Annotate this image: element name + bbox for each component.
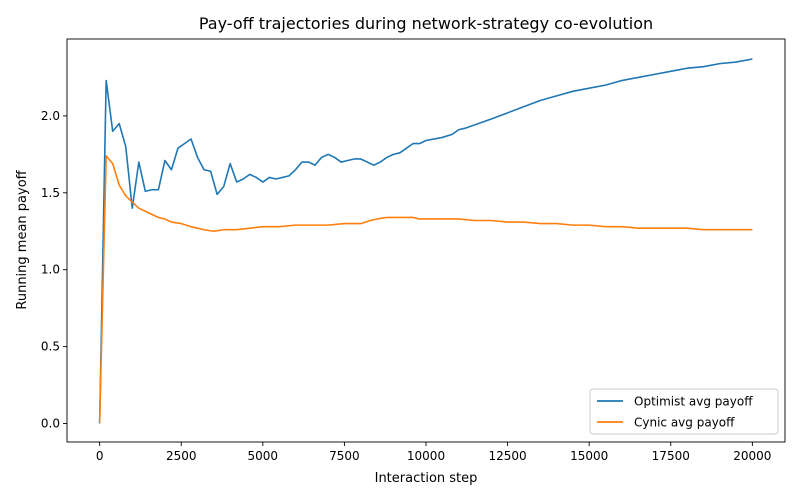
y-tick-label: 0.0 (41, 417, 60, 431)
x-tick-label: 0 (96, 449, 104, 463)
legend: Optimist avg payoff Cynic avg payoff (589, 388, 779, 435)
series-line-cynic (98, 155, 753, 424)
x-tick-label: 17500 (652, 449, 690, 463)
x-tick-label: 10000 (407, 449, 445, 463)
legend-label-optimist: Optimist avg payoff (634, 395, 753, 409)
plot-area: 0 2500 5000 7500 10000 12500 15000 17500 20000 0.… (41, 38, 786, 463)
y-tick-label: 0.5 (41, 340, 60, 354)
x-tick-label: 5000 (248, 449, 279, 463)
x-tick-label: 15000 (570, 449, 608, 463)
x-axis-label: Interaction step (375, 471, 478, 486)
chart-title: Pay-off trajectories during network-stra… (199, 14, 653, 33)
y-tick-label: 1.5 (41, 186, 60, 200)
y-tick-label: 1.0 (41, 263, 60, 277)
legend-label-cynic: Cynic avg payoff (634, 416, 735, 430)
x-tick-label: 12500 (488, 449, 526, 463)
series-line-optimist (98, 58, 753, 424)
x-tick-label: 2500 (166, 449, 197, 463)
y-axis-label: Running mean payoff (15, 169, 30, 309)
legend-box (589, 388, 779, 435)
x-tick-label: 7500 (329, 449, 360, 463)
x-tick-label: 20000 (733, 449, 771, 463)
y-tick-label: 2.0 (41, 109, 60, 123)
